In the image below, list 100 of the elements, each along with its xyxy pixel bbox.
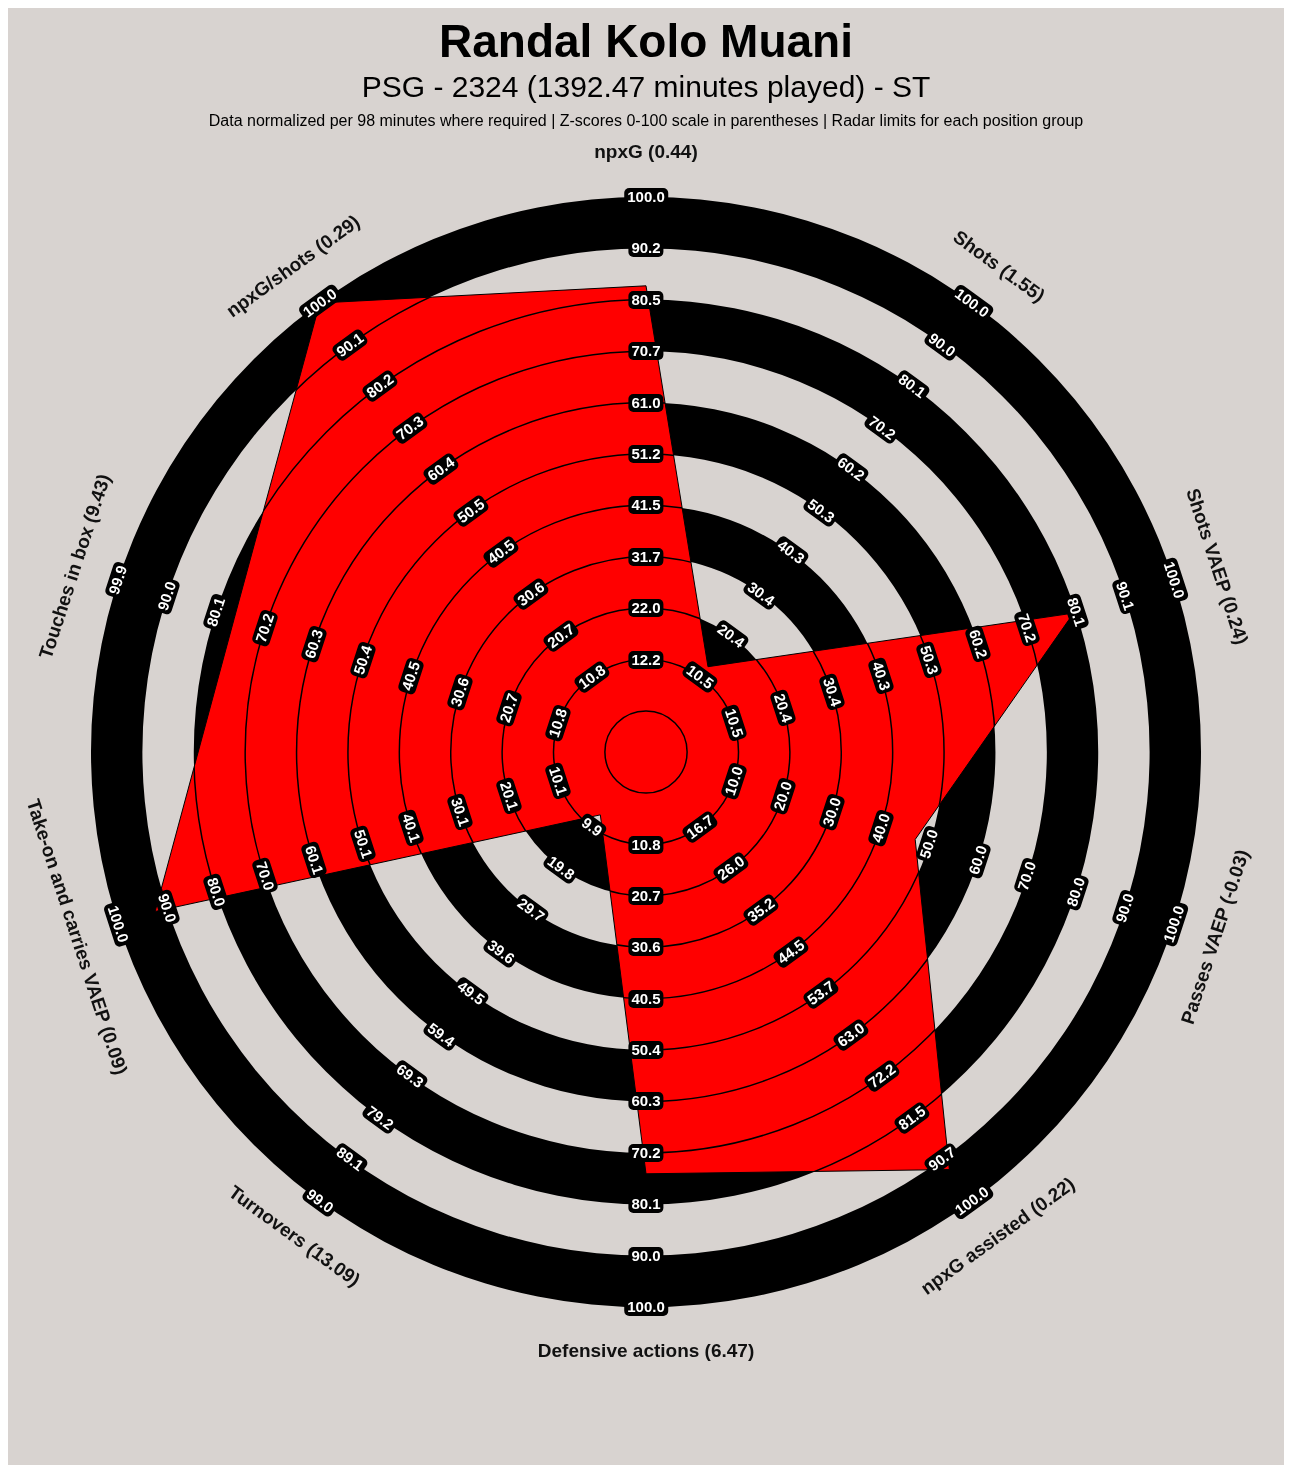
- text: 90.0: [922, 326, 962, 363]
- text: 80.1: [892, 368, 932, 404]
- text: 100.0: [624, 1298, 668, 1316]
- text: 30.4: [741, 576, 781, 612]
- text: 90.1: [1110, 576, 1139, 616]
- text: 63.0: [831, 1017, 871, 1053]
- text: 90.0: [153, 576, 182, 616]
- text: 51.2: [628, 444, 664, 463]
- text: 44.5: [771, 933, 811, 970]
- spoke-label: npxG (0.44): [594, 140, 698, 162]
- text: 50.1: [348, 824, 377, 864]
- text: 69.3: [390, 1058, 430, 1094]
- text: 50.3: [915, 640, 944, 680]
- text: 100.0: [1158, 900, 1190, 947]
- text: 60.0: [964, 840, 993, 880]
- text: 99.0: [300, 1183, 340, 1219]
- text: 90.2: [628, 239, 664, 258]
- text: 30.0: [817, 792, 846, 832]
- text: 10.5: [680, 659, 720, 695]
- text: 10.1: [544, 761, 573, 801]
- text: 20.4: [768, 688, 797, 728]
- text: 41.5: [628, 496, 664, 515]
- text: 60.2: [964, 624, 993, 664]
- text: 60.4: [421, 451, 461, 487]
- text: 35.2: [741, 892, 781, 928]
- text: 60.3: [628, 1092, 664, 1111]
- text: 22.0: [628, 599, 664, 618]
- text: 30.4: [817, 672, 846, 712]
- text: 80.0: [201, 872, 230, 912]
- text: 20.0: [768, 776, 797, 816]
- text: 100.0: [624, 188, 668, 206]
- text: 40.5: [397, 656, 426, 696]
- text: 53.7: [801, 975, 841, 1011]
- text: 30.1: [446, 792, 475, 832]
- text: 50.4: [628, 1041, 664, 1060]
- text: 50.5: [451, 493, 491, 529]
- text: 10.5: [719, 703, 748, 743]
- chart-title: Randal Kolo Muani: [438, 14, 854, 68]
- text: 70.0: [250, 856, 279, 896]
- text: 80.5: [628, 290, 664, 309]
- text: 19.8: [541, 850, 581, 887]
- text: 99.9: [104, 560, 133, 601]
- text: 20.7: [628, 886, 664, 905]
- text: 60.2: [831, 451, 871, 487]
- text: 50.0: [915, 824, 944, 864]
- text: 30.6: [628, 938, 664, 957]
- text: 70.2: [628, 1143, 664, 1162]
- text: 30.6: [446, 672, 475, 712]
- text: 80.1: [201, 592, 230, 632]
- text: 70.0: [1013, 856, 1042, 896]
- text: 90.0: [153, 888, 182, 928]
- text: 50.4: [348, 640, 377, 680]
- text: 70.3: [390, 410, 430, 446]
- text: 72.2: [862, 1058, 902, 1094]
- text: 60.3: [299, 624, 328, 664]
- spoke-label: Defensive actions (6.47): [537, 1339, 755, 1361]
- text: 60.1: [299, 840, 328, 880]
- text: 90.0: [628, 1246, 664, 1265]
- text: 80.1: [1062, 592, 1091, 632]
- text: 89.1: [330, 1141, 370, 1178]
- text: 100.0: [102, 900, 134, 947]
- text: 70.2: [1013, 608, 1042, 648]
- text: 40.5: [628, 989, 664, 1008]
- text: 20.1: [495, 776, 524, 816]
- chart-subtitle: PSG - 2324 (1392.47 minutes played) - ST: [360, 70, 932, 104]
- text: 80.0: [1062, 872, 1091, 912]
- text: 31.7: [628, 547, 664, 566]
- text: 29.7: [511, 892, 551, 928]
- text: 10.8: [544, 703, 573, 743]
- text: 70.2: [250, 608, 279, 648]
- text: 90.7: [922, 1141, 962, 1178]
- text: 70.7: [628, 342, 664, 361]
- text: 16.7: [680, 809, 720, 845]
- text: 61.0: [628, 393, 664, 412]
- text: 40.5: [481, 534, 521, 571]
- text: 90.0: [1110, 888, 1139, 928]
- text: 12.2: [628, 650, 664, 669]
- text: 40.3: [866, 656, 895, 696]
- text: 40.0: [866, 808, 895, 848]
- text: 50.3: [801, 493, 841, 529]
- text: 10.0: [719, 761, 748, 801]
- text: 10.8: [572, 659, 612, 695]
- text: 80.2: [360, 368, 400, 404]
- text: 70.2: [862, 410, 902, 446]
- text: 40.3: [771, 534, 811, 571]
- text: 90.1: [330, 326, 370, 363]
- text: 10.8: [628, 835, 664, 854]
- text: 20.4: [711, 617, 751, 654]
- text: 20.7: [495, 688, 524, 728]
- text: 40.1: [397, 808, 426, 848]
- text: 39.6: [481, 933, 521, 970]
- text: 9.9: [575, 811, 608, 842]
- text: 80.1: [628, 1195, 664, 1214]
- text: 26.0: [711, 850, 751, 887]
- text: 79.2: [360, 1100, 400, 1136]
- text: 81.5: [892, 1100, 932, 1136]
- text: Data normalized per 98 minutes where required | Z-scores 0-100 scale in parentheses | Radar limits for each position group: [207, 112, 1085, 130]
- text: 59.4: [421, 1017, 461, 1053]
- text: 100.0: [1158, 557, 1190, 604]
- text: 30.6: [511, 576, 551, 612]
